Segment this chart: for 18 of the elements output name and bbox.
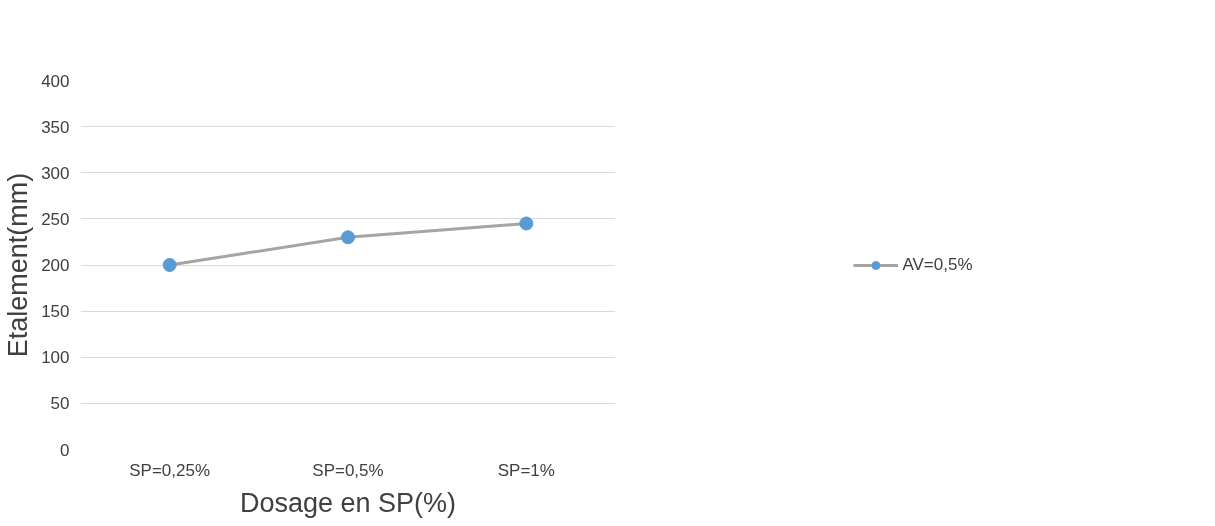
x-tick-label: SP=0,5% (312, 460, 384, 480)
point (341, 230, 355, 245)
y-tick-label: 0 (60, 440, 70, 460)
y-tick-label: 400 (41, 71, 70, 91)
x-tick-label: SP=0,25% (129, 460, 211, 480)
y-tick-label: 150 (41, 302, 70, 322)
y-tick-label: 300 (41, 163, 70, 183)
point (162, 258, 177, 272)
y-tick-label: 100 (41, 348, 70, 368)
x-tick-label: SP=1% (497, 460, 555, 480)
y-tick-label: 350 (41, 117, 70, 137)
x-axis-title: Dosage en SP(%) (239, 487, 457, 518)
point (519, 216, 534, 231)
y-axis-title: Etalement(mm) (3, 172, 34, 358)
y-tick-label: 200 (41, 256, 70, 275)
y-tick-label: 50 (50, 394, 70, 414)
legend-label: AV=0,5% (902, 254, 973, 275)
y-tick-label: 250 (41, 209, 70, 229)
